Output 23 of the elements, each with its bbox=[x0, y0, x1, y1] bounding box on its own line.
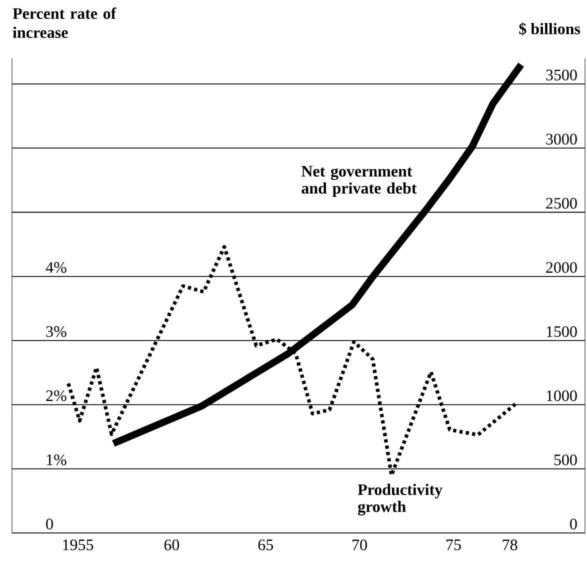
y-tick-label: 2% bbox=[46, 390, 66, 402]
x-tick-label: 1955 bbox=[63, 540, 94, 550]
x-tick-label: 70 bbox=[352, 540, 367, 550]
y2-axis-title: $ billions bbox=[519, 22, 580, 36]
y-tick-label: 3% bbox=[46, 326, 66, 338]
y2-tick-label: 2500 bbox=[546, 198, 577, 209]
series-label: Net government and private debt bbox=[301, 166, 417, 197]
y-tick-label: 1% bbox=[46, 454, 66, 466]
y-axis-title: Percent rate of increase bbox=[12, 8, 116, 38]
y2-tick-label: 1000 bbox=[546, 390, 577, 402]
y-tick-label: 0 bbox=[46, 518, 53, 530]
y2-tick-label: 500 bbox=[554, 454, 577, 466]
y2-tick-label: 2000 bbox=[546, 262, 577, 273]
y2-tick-label: 1500 bbox=[546, 326, 577, 338]
x-tick-label: 65 bbox=[258, 540, 273, 550]
y2-tick-label: 0 bbox=[570, 518, 577, 530]
series-label: Productivity growth bbox=[358, 484, 442, 516]
y-tick-label: 4% bbox=[46, 262, 66, 273]
x-tick-label: 75 bbox=[446, 540, 461, 550]
y2-tick-label: 3500 bbox=[546, 70, 577, 80]
y2-tick-label: 3000 bbox=[546, 134, 577, 145]
x-tick-label: 78 bbox=[502, 540, 518, 550]
x-tick-label: 60 bbox=[164, 540, 180, 550]
